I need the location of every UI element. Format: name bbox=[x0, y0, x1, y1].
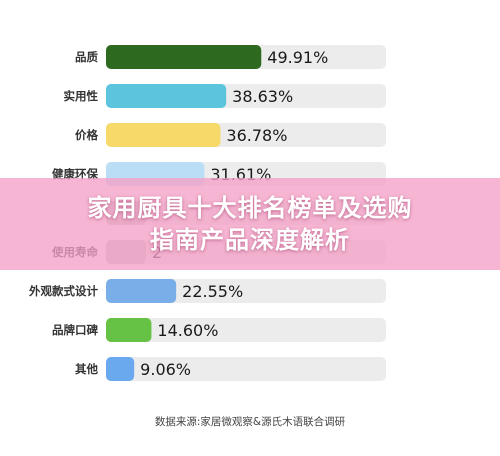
bar-track bbox=[106, 357, 386, 381]
category-label: 实用性 bbox=[64, 89, 99, 103]
bar-row: 其他 9.06% bbox=[75, 357, 386, 381]
value-label: 22.55% bbox=[182, 282, 243, 301]
category-label: 其他 bbox=[75, 362, 98, 376]
bar bbox=[106, 357, 135, 381]
banner-title-line-2: 指南产品深度解析 bbox=[150, 226, 350, 254]
bar bbox=[106, 279, 177, 303]
source-note: 数据来源:家居微观察&源氏木语联合调研 bbox=[155, 415, 346, 428]
value-label: 9.06% bbox=[140, 360, 191, 379]
value-label: 14.60% bbox=[157, 321, 218, 340]
category-label: 外观款式设计 bbox=[28, 284, 98, 298]
title-banner: 家用厨具十大排名榜单及选购 指南产品深度解析 bbox=[0, 178, 500, 270]
bar bbox=[106, 318, 152, 342]
bar-row: 实用性 38.63% bbox=[64, 84, 386, 108]
category-label: 价格 bbox=[75, 128, 98, 142]
bar-row: 价格 36.78% bbox=[75, 123, 386, 147]
category-label: 品质 bbox=[75, 50, 98, 64]
category-label: 品牌口碑 bbox=[52, 323, 98, 337]
bar-row: 品牌口碑 14.60% bbox=[52, 318, 386, 342]
bar bbox=[106, 45, 262, 69]
bar-track bbox=[106, 318, 386, 342]
bar-row: 品质 49.91% bbox=[75, 45, 386, 69]
value-label: 36.78% bbox=[226, 126, 287, 145]
bar-row: 外观款式设计 22.55% bbox=[28, 279, 386, 303]
value-label: 49.91% bbox=[267, 48, 328, 67]
value-label: 38.63% bbox=[232, 87, 293, 106]
banner-title-line-1: 家用厨具十大排名榜单及选购 bbox=[87, 194, 413, 222]
bar bbox=[106, 84, 227, 108]
category-label: 健康环保 bbox=[52, 167, 98, 181]
bar bbox=[106, 123, 221, 147]
